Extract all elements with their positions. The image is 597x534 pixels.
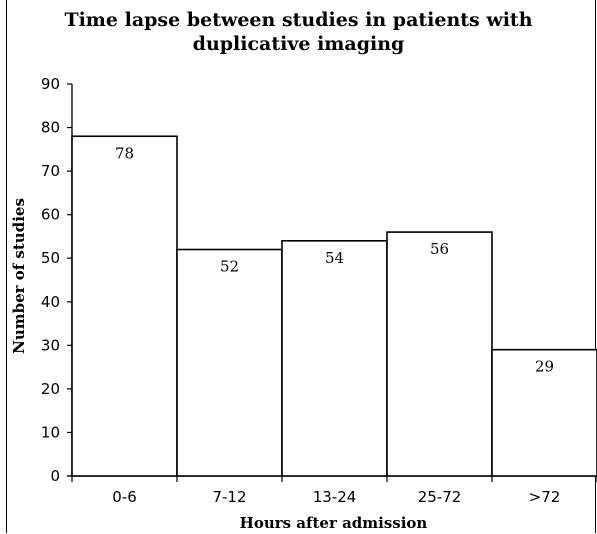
y-tick-label: 80 [41,119,60,137]
data-label: 52 [220,258,239,276]
x-tick-label: >72 [529,488,561,506]
y-tick-label: 20 [41,380,60,398]
data-label: 78 [115,144,134,162]
chart-title-line-1: Time lapse between studies in patients w… [64,9,533,31]
data-label: 54 [325,249,344,267]
y-tick-label: 30 [41,336,60,354]
chart-title: Time lapse between studies in patients w… [0,8,597,56]
y-tick-label: 0 [50,467,60,485]
bar-25-72 [386,231,493,477]
chart-title-line-2: duplicative imaging [192,33,405,55]
bar-0-6 [71,135,178,477]
figure-frame [6,0,596,533]
x-axis-label: Hours after admission [239,514,428,532]
bar-7-12 [176,248,283,477]
x-tick-label: 13-24 [313,488,357,506]
data-label: 56 [430,240,449,258]
x-tick-label: 0-6 [112,488,137,506]
y-tick-label: 40 [41,293,60,311]
data-label: 29 [535,358,554,376]
y-tick-label: 50 [41,249,60,267]
x-tick-label: 7-12 [212,488,246,506]
x-tick-label: 25-72 [418,488,462,506]
y-tick-label: 60 [41,206,60,224]
bar->72 [491,348,597,477]
y-tick-label: 10 [41,423,60,441]
y-tick-label: 90 [41,75,60,93]
bar-13-24 [281,240,388,477]
y-tick-label: 70 [41,162,60,180]
